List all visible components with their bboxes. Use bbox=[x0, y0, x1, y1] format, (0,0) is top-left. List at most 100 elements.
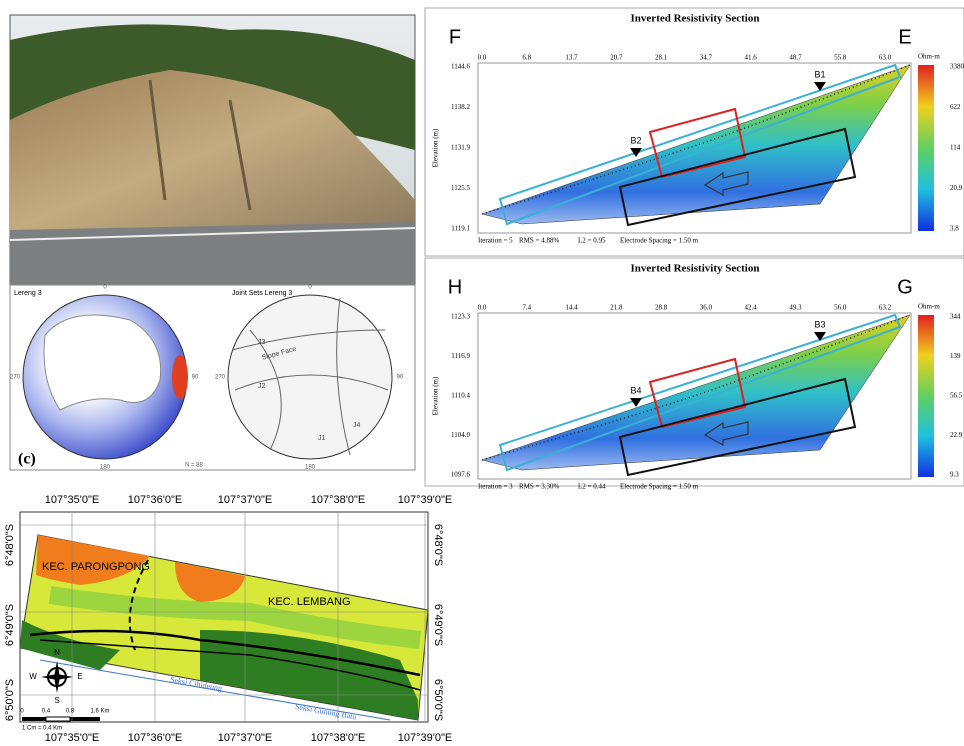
box-cyan bbox=[498, 313, 902, 472]
unit-label: Ohm-m bbox=[918, 303, 940, 311]
photo bbox=[9, 14, 416, 286]
footer: RMS = 4.88% bbox=[519, 237, 559, 245]
axis-label: Elevation (m) bbox=[432, 376, 440, 415]
direction-label: 270 bbox=[10, 375, 21, 381]
lat-label: 6°48'0"S bbox=[4, 524, 16, 566]
electrodes bbox=[481, 314, 911, 461]
direction-label: 180 bbox=[100, 465, 111, 471]
borehole: B2 bbox=[630, 135, 641, 145]
scale-note: 1 Cm = 0.4 Km bbox=[22, 726, 62, 732]
scale-label: 622 bbox=[950, 103, 961, 111]
distance-tick: 7.4 bbox=[522, 304, 531, 312]
distance-tick: 48.7 bbox=[789, 54, 802, 62]
borehole-marker bbox=[814, 332, 826, 341]
compass-label: E bbox=[77, 672, 82, 681]
contour bbox=[43, 314, 162, 411]
scale-tick: 1.6 Km bbox=[90, 709, 109, 715]
elevation-tick: 1110.4 bbox=[451, 392, 470, 400]
place-name: KEC. PARONGPONG bbox=[42, 561, 150, 573]
borehole-marker bbox=[630, 398, 642, 407]
distance-tick: 6.8 bbox=[522, 54, 531, 62]
section-title: Inverted Resistivity Section bbox=[631, 13, 760, 25]
scale-label: 3.8 bbox=[950, 225, 959, 233]
joint-set: J4 bbox=[353, 422, 361, 429]
distance-tick: 21.8 bbox=[610, 304, 623, 312]
elevation-tick: 1138.2 bbox=[451, 103, 470, 111]
place-name: KEC. LEMBANG bbox=[268, 596, 351, 608]
scale-label: 344 bbox=[950, 313, 961, 321]
lat-label: 6°49'0"S bbox=[432, 604, 444, 646]
footer: Electrode Spacing = 1.50 m bbox=[620, 483, 699, 491]
elevation-tick: 1144.6 bbox=[451, 63, 470, 71]
scale-label: 3380 bbox=[950, 63, 964, 71]
direction-label: 270 bbox=[215, 375, 226, 381]
distance-tick: 42.4 bbox=[745, 304, 758, 312]
borehole-marker bbox=[630, 148, 642, 157]
scale-label: 56.5 bbox=[950, 392, 963, 400]
joint-set: J3 bbox=[258, 339, 266, 346]
borehole: B3 bbox=[814, 319, 825, 329]
direction-label: 0 bbox=[103, 285, 107, 291]
scale-label: 139 bbox=[950, 352, 961, 360]
box-black bbox=[618, 127, 857, 227]
box-red bbox=[648, 357, 747, 429]
plot-frame bbox=[477, 312, 912, 480]
count-label: N = 88 bbox=[185, 463, 204, 469]
scale-label: 114 bbox=[950, 144, 961, 152]
elevation-tick: 1131.9 bbox=[451, 144, 470, 152]
distance-tick: 34.7 bbox=[700, 54, 713, 62]
panel-label: (c) bbox=[18, 451, 36, 468]
elevation-tick: 1104.0 bbox=[451, 431, 470, 439]
scale-label: 9.3 bbox=[950, 471, 959, 479]
distance-tick: 0.0 bbox=[478, 54, 487, 62]
lat-label: 6°50'0"S bbox=[4, 679, 16, 721]
arrow bbox=[703, 421, 749, 447]
lon-label: 107°38'0"E bbox=[311, 732, 365, 744]
color-bar bbox=[918, 315, 934, 477]
compass-label: S bbox=[54, 696, 59, 705]
box-black bbox=[618, 377, 857, 477]
box-cyan bbox=[498, 63, 902, 226]
distance-tick: 63.0 bbox=[879, 54, 892, 62]
scale-tick: 0 bbox=[20, 709, 24, 715]
elevation-tick: 1097.6 bbox=[451, 471, 471, 479]
stereonet-right bbox=[227, 294, 393, 460]
scale-label: 22.9 bbox=[950, 431, 963, 439]
compass-label: N bbox=[54, 648, 60, 657]
resistivity-section bbox=[481, 314, 911, 471]
axis-label: Elevation (m) bbox=[432, 128, 440, 167]
direction-label: 180 bbox=[305, 465, 316, 471]
color-bar bbox=[918, 65, 934, 231]
scale-label: 20.9 bbox=[950, 184, 963, 192]
scale-tick: 0.8 bbox=[66, 709, 75, 715]
electrodes bbox=[481, 64, 911, 215]
lon-label: 107°35'0"E bbox=[45, 494, 99, 506]
footer: RMS = 3.30% bbox=[519, 483, 559, 491]
distance-tick: 14.4 bbox=[565, 304, 578, 312]
lon-label: 107°38'0"E bbox=[311, 494, 365, 506]
lat-label: 6°49'0"S bbox=[4, 604, 16, 646]
distance-tick: 49.3 bbox=[789, 304, 802, 312]
lon-label: 107°35'0"E bbox=[45, 732, 99, 744]
section-end: E bbox=[898, 26, 911, 48]
borehole-marker bbox=[814, 82, 826, 91]
map-area bbox=[19, 534, 429, 721]
distance-tick: 28.8 bbox=[655, 304, 668, 312]
net-title: Joint Sets Lereng 3 bbox=[232, 290, 292, 297]
arrow bbox=[703, 171, 749, 197]
scale-tick: 0.4 bbox=[42, 709, 51, 715]
elevation-tick: 1116.9 bbox=[451, 352, 470, 360]
distance-tick: 28.1 bbox=[655, 54, 668, 62]
section-end: F bbox=[449, 26, 461, 48]
box-red bbox=[648, 107, 747, 179]
borehole: B1 bbox=[814, 69, 825, 79]
lat-label: 6°50'0"S bbox=[432, 679, 444, 721]
lon-label: 107°36'0"E bbox=[128, 732, 182, 744]
elevation-tick: 1123.3 bbox=[451, 313, 470, 321]
joint-set: J2 bbox=[258, 383, 266, 390]
footer: Iteration = 5 bbox=[478, 237, 513, 245]
direction-label: 90 bbox=[397, 375, 404, 381]
footer: L2 = 0.95 bbox=[578, 237, 606, 245]
compass bbox=[41, 661, 73, 693]
section-title: Inverted Resistivity Section bbox=[631, 263, 760, 275]
